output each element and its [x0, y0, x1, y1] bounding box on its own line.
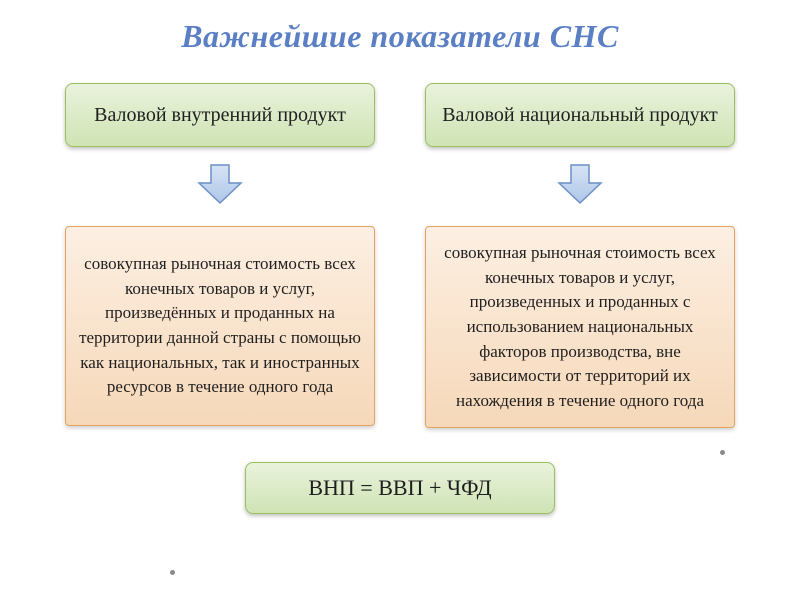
column-gnp: Валовой национальный продукт совокупная …	[420, 83, 740, 428]
columns-container: Валовой внутренний продукт совокупная ры…	[0, 83, 800, 428]
decorative-dot	[720, 450, 725, 455]
column-gdp: Валовой внутренний продукт совокупная ры…	[60, 83, 380, 428]
decorative-dot	[170, 570, 175, 575]
arrow-down-icon	[557, 163, 603, 210]
formula-row: ВНП = ВВП + ЧФД	[0, 462, 800, 514]
gnp-definition-box: совокупная рыночная стоимость всех конеч…	[425, 226, 735, 428]
arrow-down-icon	[197, 163, 243, 210]
gdp-header-text: Валовой внутренний продукт	[94, 104, 346, 127]
page-title: Важнейшие показатели СНС	[0, 0, 800, 55]
gnp-header-text: Валовой национальный продукт	[442, 104, 718, 127]
gnp-definition-text: совокупная рыночная стоимость всех конеч…	[438, 241, 722, 413]
formula-box: ВНП = ВВП + ЧФД	[245, 462, 555, 514]
gdp-definition-box: совокупная рыночная стоимость всех конеч…	[65, 226, 375, 426]
formula-text: ВНП = ВВП + ЧФД	[308, 475, 491, 501]
gdp-definition-text: совокупная рыночная стоимость всех конеч…	[78, 252, 362, 400]
gnp-header-box: Валовой национальный продукт	[425, 83, 735, 147]
gdp-header-box: Валовой внутренний продукт	[65, 83, 375, 147]
